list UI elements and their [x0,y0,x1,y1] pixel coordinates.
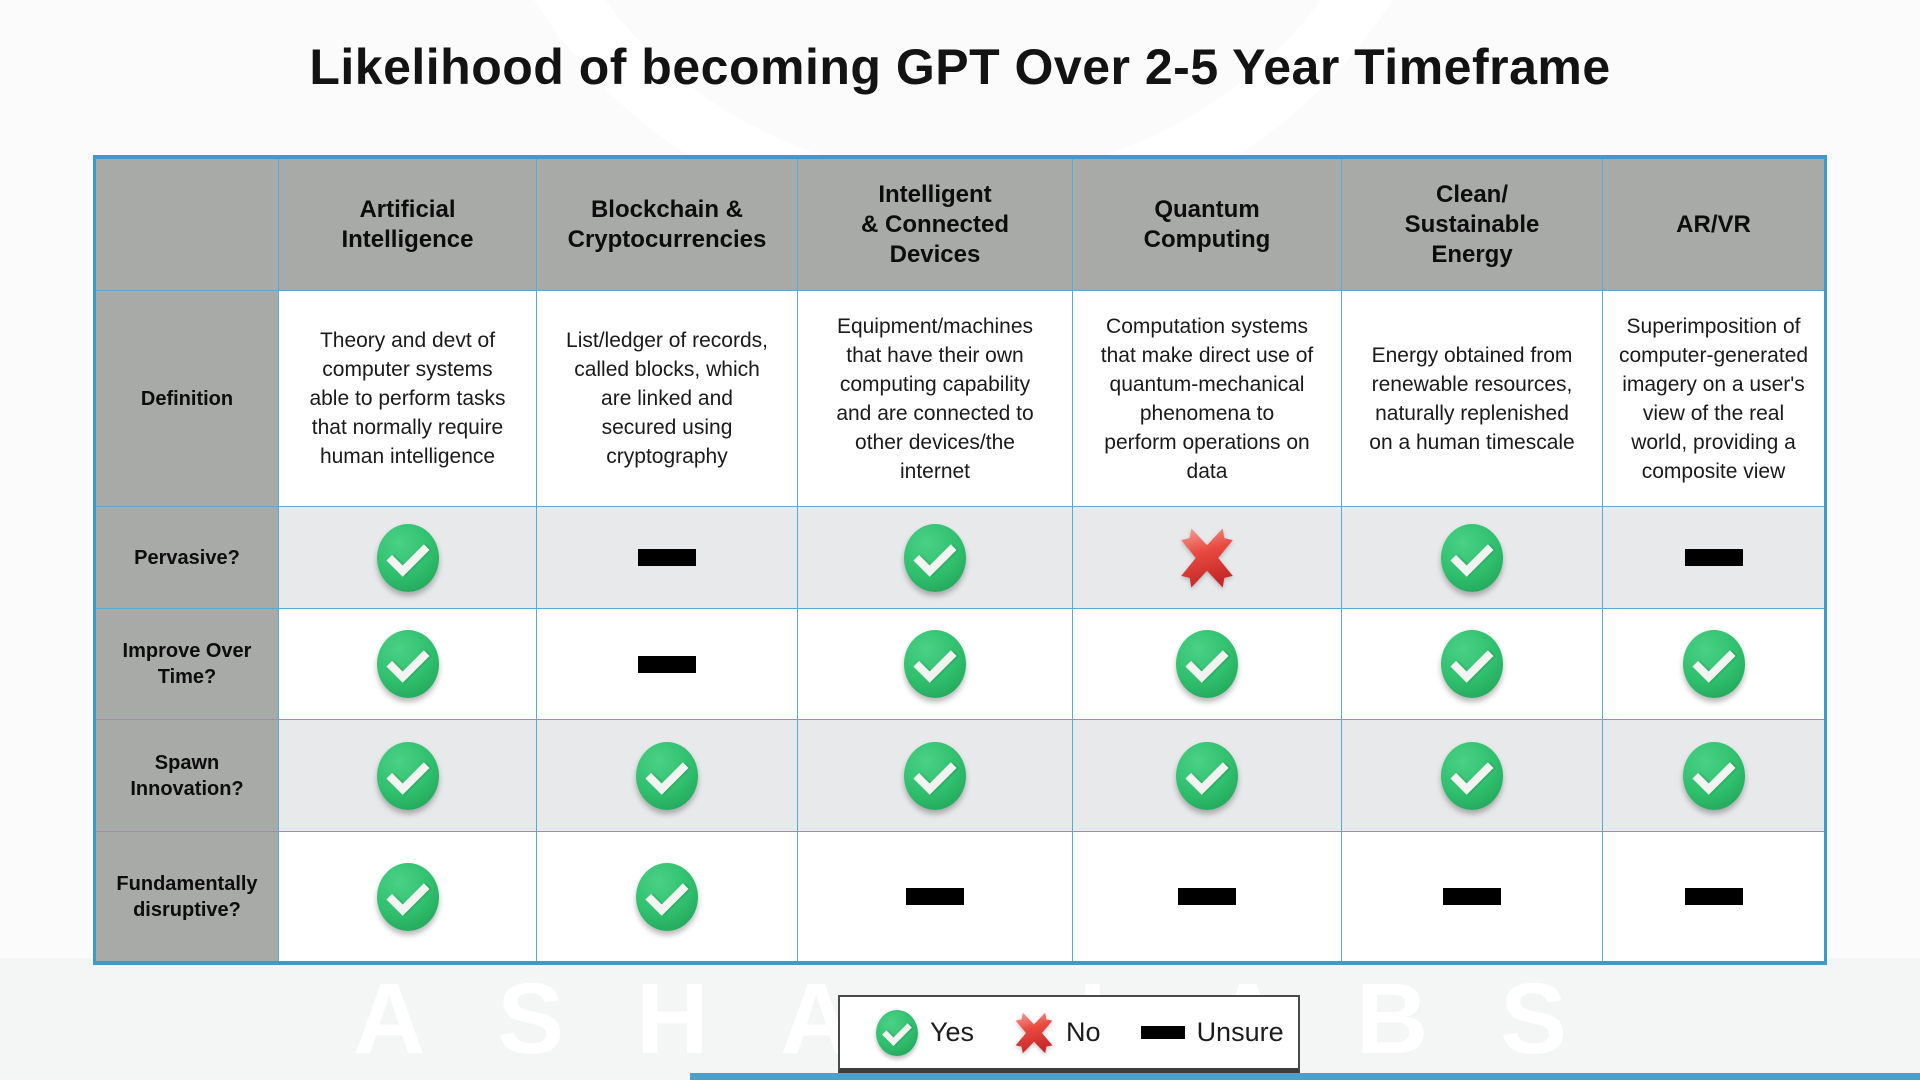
yes-check-icon [376,862,439,931]
check-tick [1450,639,1494,683]
cell-fundamentally-disruptive-artificial-intelligence [279,832,537,961]
row-header-definition: Definition [96,291,279,507]
check-tick [385,872,430,916]
check-tick [1185,751,1229,795]
cell-spawn-innovation-clean-sustainable-energy [1342,720,1603,832]
legend-yes-label: Yes [930,1017,975,1047]
column-header-quantum-computing: Quantum Computing [1073,159,1342,291]
cell-pervasive-clean-sustainable-energy [1342,507,1603,609]
unsure-dash-icon [1684,888,1743,905]
legend-no-cross-icon [1014,1011,1054,1055]
cell-improve-over-time-clean-sustainable-energy [1342,609,1603,720]
column-header-intelligent-connected-devices: Intelligent & Connected Devices [798,159,1073,291]
page-title: Likelihood of becoming GPT Over 2-5 Year… [309,39,1611,95]
unsure-dash-icon [1178,888,1236,905]
yes-check-icon [636,741,698,810]
yes-check-icon [904,523,966,592]
cell-fundamentally-disruptive-clean-sustainable-energy [1342,832,1603,961]
cell-pervasive-intelligent-connected-devices [798,507,1073,609]
check-tick [913,533,957,577]
yes-check-icon [1441,741,1503,810]
definition-cell-intelligent-connected-devices: Equipment/machines that have their own c… [798,291,1073,507]
cell-improve-over-time-artificial-intelligence [279,609,537,720]
definition-cell-ar-vr: Superimposition of computer-generated im… [1603,291,1824,507]
cell-improve-over-time-blockchain-cryptocurrencies [537,609,798,720]
yes-check-icon [904,630,966,698]
definition-cell-quantum-computing: Computation systems that make direct use… [1073,291,1342,507]
cell-improve-over-time-ar-vr [1603,609,1824,720]
cell-spawn-innovation-ar-vr [1603,720,1824,832]
check-tick [1450,533,1494,577]
cell-spawn-innovation-blockchain-cryptocurrencies [537,720,798,832]
check-tick [913,639,957,683]
definition-cell-artificial-intelligence: Theory and devt of computer systems able… [279,291,537,507]
definition-cell-clean-sustainable-energy: Energy obtained from renewable resources… [1342,291,1603,507]
cell-pervasive-ar-vr [1603,507,1824,609]
cell-improve-over-time-intelligent-connected-devices [798,609,1073,720]
check-tick [645,751,689,795]
check-tick [1691,751,1736,795]
cell-pervasive-blockchain-cryptocurrencies [537,507,798,609]
yes-check-icon [376,523,439,592]
yes-check-icon [1176,741,1238,810]
legend-no-label: No [1066,1017,1101,1047]
column-header-blockchain-cryptocurrencies: Blockchain & Cryptocurrencies [537,159,798,291]
definition-cell-blockchain-cryptocurrencies: List/ledger of records, called blocks, w… [537,291,798,507]
row-header-improve-over-time: Improve Over Time? [96,609,279,720]
check-tick [1450,751,1494,795]
yes-check-icon [376,741,439,810]
cell-pervasive-quantum-computing [1073,507,1342,609]
cell-improve-over-time-quantum-computing [1073,609,1342,720]
row-header-pervasive: Pervasive? [96,507,279,609]
cell-pervasive-artificial-intelligence [279,507,537,609]
legend-unsure-dash-icon [1140,1026,1185,1039]
cell-spawn-innovation-artificial-intelligence [279,720,537,832]
legend-yes-check-icon [876,1009,918,1056]
yes-check-icon [1682,630,1745,698]
cell-spawn-innovation-quantum-computing [1073,720,1342,832]
column-header-clean-sustainable-energy: Clean/ Sustainable Energy [1342,159,1603,291]
no-cross-icon [1179,526,1235,590]
yes-check-icon [636,862,698,931]
check-tick [385,751,430,795]
yes-check-icon [1176,630,1238,698]
column-header-artificial-intelligence: Artificial Intelligence [279,159,537,291]
yes-check-icon [1682,741,1745,810]
yes-check-icon [904,741,966,810]
yes-check-icon [376,630,439,698]
table-corner-cell [96,159,279,291]
cell-fundamentally-disruptive-ar-vr [1603,832,1824,961]
unsure-dash-icon [1443,888,1501,905]
cell-spawn-innovation-intelligent-connected-devices [798,720,1073,832]
yes-check-icon [1441,523,1503,592]
column-header-ar-vr: AR/VR [1603,159,1824,291]
check-tick [1185,639,1229,683]
legend-box: Yes No Unsure [838,995,1300,1073]
unsure-dash-icon [638,655,696,673]
unsure-dash-icon [1684,549,1743,566]
cell-fundamentally-disruptive-intelligent-connected-devices [798,832,1073,961]
yes-check-icon [1441,630,1503,698]
check-tick [882,1015,912,1046]
unsure-dash-icon [906,888,964,905]
check-tick [913,751,957,795]
check-tick [385,639,430,683]
unsure-dash-icon [638,549,696,566]
cell-fundamentally-disruptive-quantum-computing [1073,832,1342,961]
check-tick [1691,639,1736,683]
gpt-comparison-table: Artificial Intelligence Blockchain & Cryp… [93,155,1827,965]
bottom-accent-bar [690,1073,1920,1080]
check-tick [645,872,689,916]
check-tick [385,533,430,577]
row-header-spawn-innovation: Spawn Innovation? [96,720,279,832]
row-header-fundamentally-disruptive: Fundamentally disruptive? [96,832,279,961]
legend-unsure-label: Unsure [1196,1017,1284,1047]
cell-fundamentally-disruptive-blockchain-cryptocurrencies [537,832,798,961]
